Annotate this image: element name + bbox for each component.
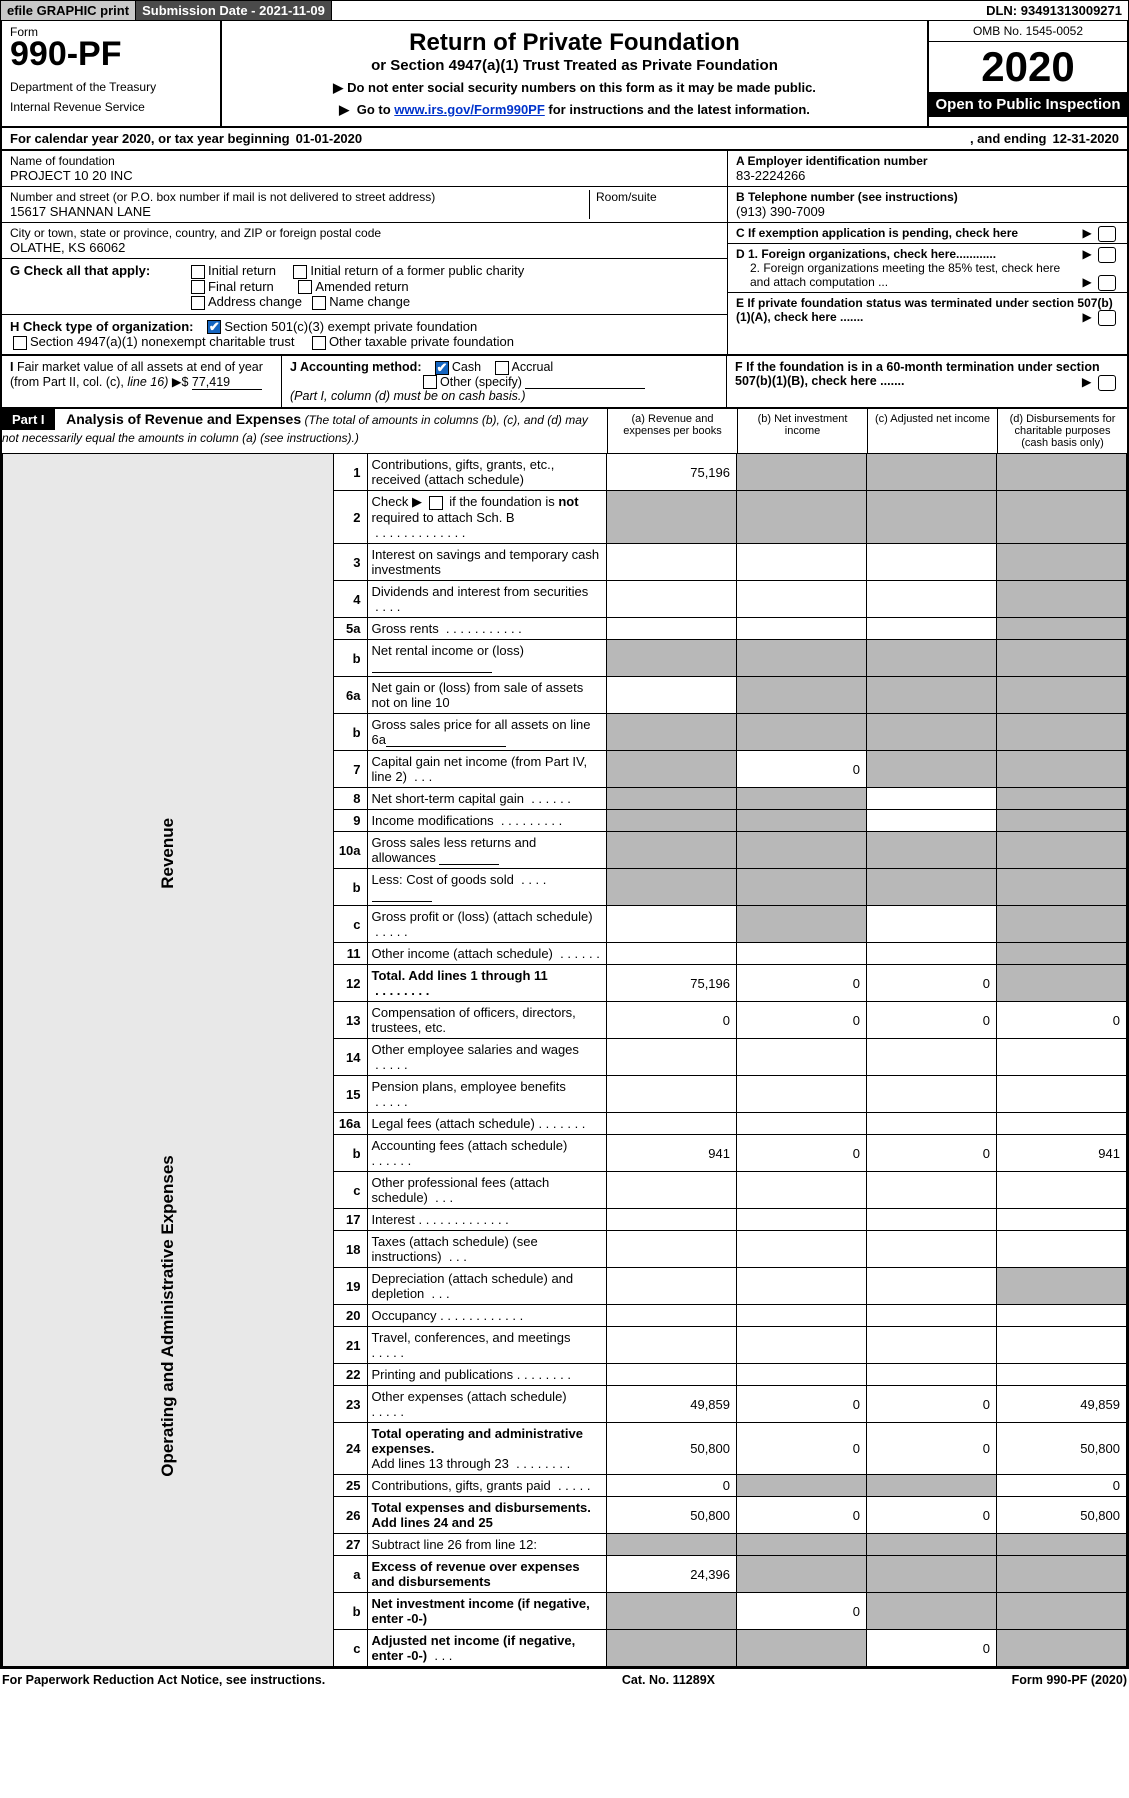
omb-number: OMB No. 1545-0052 [929, 21, 1127, 42]
j-note: (Part I, column (d) must be on cash basi… [290, 389, 526, 403]
d1-label: D 1. Foreign organizations, check here..… [736, 247, 996, 261]
e-label: E If private foundation status was termi… [736, 296, 1113, 324]
f-label: F If the foundation is in a 60-month ter… [735, 360, 1100, 388]
dln: DLN: 93491313009271 [980, 1, 1128, 20]
dept-treasury: Department of the Treasury [10, 80, 212, 94]
form-subtitle: or Section 4947(a)(1) Trust Treated as P… [230, 57, 919, 74]
address-label: Number and street (or P.O. box number if… [10, 190, 589, 204]
form-title: Return of Private Foundation [230, 29, 919, 57]
phone-label: B Telephone number (see instructions) [736, 190, 958, 204]
instructions-link[interactable]: www.irs.gov/Form990PF [394, 102, 545, 117]
foundation-name: PROJECT 10 20 INC [10, 168, 719, 183]
ijf-block: I Fair market value of all assets at end… [0, 356, 1129, 409]
checkbox-address-change[interactable] [191, 296, 205, 310]
col-b-header: (b) Net investment income [737, 409, 867, 453]
name-label: Name of foundation [10, 154, 719, 168]
checkbox-d1[interactable] [1098, 247, 1116, 263]
checkbox-name-change[interactable] [312, 296, 326, 310]
checkbox-other-method[interactable] [423, 375, 437, 389]
irs-label: Internal Revenue Service [10, 100, 212, 114]
instructions-link-row: Go to www.irs.gov/Form990PF for instruct… [230, 102, 919, 118]
h-label: H Check type of organization: [10, 319, 193, 334]
ein: 83-2224266 [736, 168, 1119, 183]
part1: Part I Analysis of Revenue and Expenses … [0, 409, 1129, 1669]
operating-label: Operating and Administrative Expenses [158, 1155, 178, 1477]
j-label: J Accounting method: [290, 360, 421, 374]
tax-year: 2020 [929, 42, 1127, 92]
top-bar: efile GRAPHIC print Submission Date - 20… [0, 0, 1129, 21]
city-label: City or town, state or province, country… [10, 226, 719, 240]
entity-info: Name of foundation PROJECT 10 20 INC Num… [0, 151, 1129, 356]
address: 15617 SHANNAN LANE [10, 204, 589, 219]
checkbox-schB[interactable] [429, 496, 443, 510]
checkbox-4947a1[interactable] [13, 336, 27, 350]
col-c-header: (c) Adjusted net income [867, 409, 997, 453]
ein-label: A Employer identification number [736, 154, 928, 168]
fmv-value: ▶$ 77,419 [172, 375, 262, 389]
cat-no: Cat. No. 11289X [622, 1673, 715, 1687]
paperwork-notice: For Paperwork Reduction Act Notice, see … [2, 1673, 325, 1687]
checkbox-501c3[interactable]: ✔ [207, 320, 221, 334]
open-to-public: Open to Public Inspection [929, 92, 1127, 117]
checkbox-accrual[interactable] [495, 361, 509, 375]
checkbox-c[interactable] [1098, 226, 1116, 242]
calendar-year-row: For calendar year 2020, or tax year begi… [0, 128, 1129, 151]
d2-label: 2. Foreign organizations meeting the 85%… [750, 261, 1060, 289]
checkbox-final-return[interactable] [191, 280, 205, 294]
g-label: G Check all that apply: [10, 263, 150, 278]
checkbox-initial-return[interactable] [191, 265, 205, 279]
checkbox-d2[interactable] [1098, 275, 1116, 291]
part1-title: Analysis of Revenue and Expenses [66, 411, 301, 427]
submission-date: Submission Date - 2021-11-09 [136, 1, 332, 20]
ssn-warning: Do not enter social security numbers on … [230, 80, 919, 96]
room-label: Room/suite [596, 190, 719, 204]
revenue-label: Revenue [158, 567, 178, 889]
checkbox-e[interactable] [1098, 310, 1116, 326]
checkbox-initial-former[interactable] [293, 265, 307, 279]
col-a-header: (a) Revenue and expenses per books [607, 409, 737, 453]
form-ref: Form 990-PF (2020) [1012, 1673, 1127, 1687]
checkbox-cash[interactable]: ✔ [435, 361, 449, 375]
checkbox-other-taxable[interactable] [312, 336, 326, 350]
c-label: C If exemption application is pending, c… [736, 226, 1018, 240]
checkbox-f[interactable] [1098, 375, 1116, 391]
city-state-zip: OLATHE, KS 66062 [10, 240, 719, 255]
phone: (913) 390-7009 [736, 204, 1119, 219]
part1-table: Revenue 1Contributions, gifts, grants, e… [2, 454, 1127, 1667]
form-header: Form 990-PF Department of the Treasury I… [0, 21, 1129, 128]
col-d-header: (d) Disbursements for charitable purpose… [997, 409, 1127, 453]
checkbox-amended[interactable] [298, 280, 312, 294]
efile-print-button[interactable]: efile GRAPHIC print [1, 1, 136, 20]
page-footer: For Paperwork Reduction Act Notice, see … [0, 1669, 1129, 1691]
form-number: 990-PF [10, 35, 212, 74]
